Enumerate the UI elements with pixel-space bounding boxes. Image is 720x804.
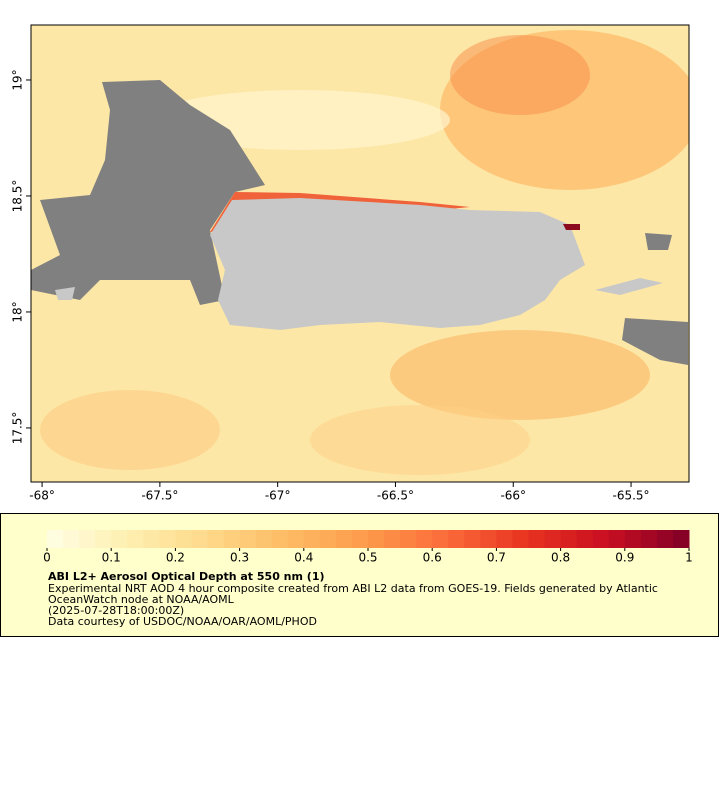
colorbar-tick-label: 0.4	[294, 551, 313, 565]
colorbar-step	[512, 530, 529, 548]
colorbar-tick-label: 1	[685, 551, 693, 565]
legend-title: ABI L2+ Aerosol Optical Depth at 550 nm …	[48, 570, 325, 583]
land-puerto-rico	[210, 198, 585, 330]
colorbar-step	[111, 530, 128, 548]
colorbar-tick-label: 0.8	[551, 551, 570, 565]
legend-text: (2025-07-28T18:00:00Z)	[48, 604, 184, 617]
legend-text: OceanWatch node at NOAA/AOML	[48, 593, 235, 606]
colorbar-step	[239, 530, 257, 548]
colorbar-step	[640, 530, 658, 548]
colorbar-step	[159, 530, 176, 548]
colorbar-step	[464, 530, 481, 548]
colorbar-step	[528, 530, 546, 548]
colorbar-tick-label: 0.2	[166, 551, 185, 565]
colorbar-step	[335, 530, 353, 548]
colorbar-step	[624, 530, 642, 548]
colorbar-step	[448, 530, 465, 548]
colorbar-tick-label: 0.1	[102, 551, 121, 565]
cloud-mask	[622, 318, 688, 365]
y-tick-label: 17.5°	[11, 412, 25, 445]
y-tick-label: 18°	[11, 301, 25, 322]
colorbar-step	[95, 530, 112, 548]
colorbar-step	[384, 530, 401, 548]
aod-plume	[310, 405, 530, 475]
x-tick-label: -67°	[265, 489, 291, 503]
colorbar-tick-label: 0.3	[230, 551, 249, 565]
colorbar-step	[303, 530, 321, 548]
colorbar-tick-label: 0.5	[358, 551, 377, 565]
colorbar-step	[255, 530, 273, 548]
colorbar-step	[496, 530, 513, 548]
colorbar-step	[656, 530, 674, 548]
colorbar-step	[368, 530, 385, 548]
colorbar-step	[432, 530, 449, 548]
y-tick-label: 18.5°	[11, 180, 25, 213]
land-vieques	[595, 278, 663, 295]
colorbar-step	[175, 530, 192, 548]
colorbar-tick-label: 0.9	[615, 551, 634, 565]
colorbar-step	[223, 530, 241, 548]
x-tick-label: -67.5°	[141, 489, 178, 503]
aod-plume	[40, 390, 220, 470]
x-tick-label: -66.5°	[377, 489, 414, 503]
colorbar-step	[287, 530, 305, 548]
colorbar-step	[672, 530, 690, 548]
map-frame	[30, 24, 690, 483]
land-mona	[55, 287, 75, 300]
colorbar-step	[143, 530, 160, 548]
aod-plume	[450, 35, 590, 115]
colorbar-step	[576, 530, 594, 548]
colorbar-step	[79, 530, 96, 548]
colorbar-step	[271, 530, 289, 548]
colorbar-step	[351, 530, 369, 548]
x-tick-label: -66°	[500, 489, 526, 503]
colorbar-step	[592, 530, 610, 548]
aod-plume	[390, 330, 650, 420]
legend-text: Data courtesy of USDOC/NOAA/OAR/AOML/PHO…	[48, 615, 317, 628]
colorbar-step	[127, 530, 144, 548]
colorbar-tick-label: 0.7	[487, 551, 506, 565]
colorbar-step	[63, 530, 80, 548]
map-raster	[31, 25, 689, 482]
legend-text: Experimental NRT AOD 4 hour composite cr…	[48, 582, 658, 595]
colorbar-step	[416, 530, 433, 548]
colorbar-step	[400, 530, 417, 548]
aod-max	[563, 224, 580, 230]
colorbar-tick-label: 0.6	[423, 551, 442, 565]
x-tick-label: -68°	[29, 489, 55, 503]
colorbar-step	[207, 530, 225, 548]
colorbar-step	[544, 530, 562, 548]
cloud-mask	[645, 233, 672, 250]
cloud-mask	[31, 80, 265, 305]
x-tick-label: -65.5°	[613, 489, 650, 503]
colorbar-step	[608, 530, 626, 548]
colorbar-step	[480, 530, 497, 548]
colorbar-step	[47, 530, 64, 548]
colorbar-tick-label: 0	[43, 551, 51, 565]
y-tick-label: 19°	[11, 69, 25, 90]
colorbar-step	[319, 530, 337, 548]
colorbar-step	[560, 530, 578, 548]
colorbar-step	[191, 530, 208, 548]
